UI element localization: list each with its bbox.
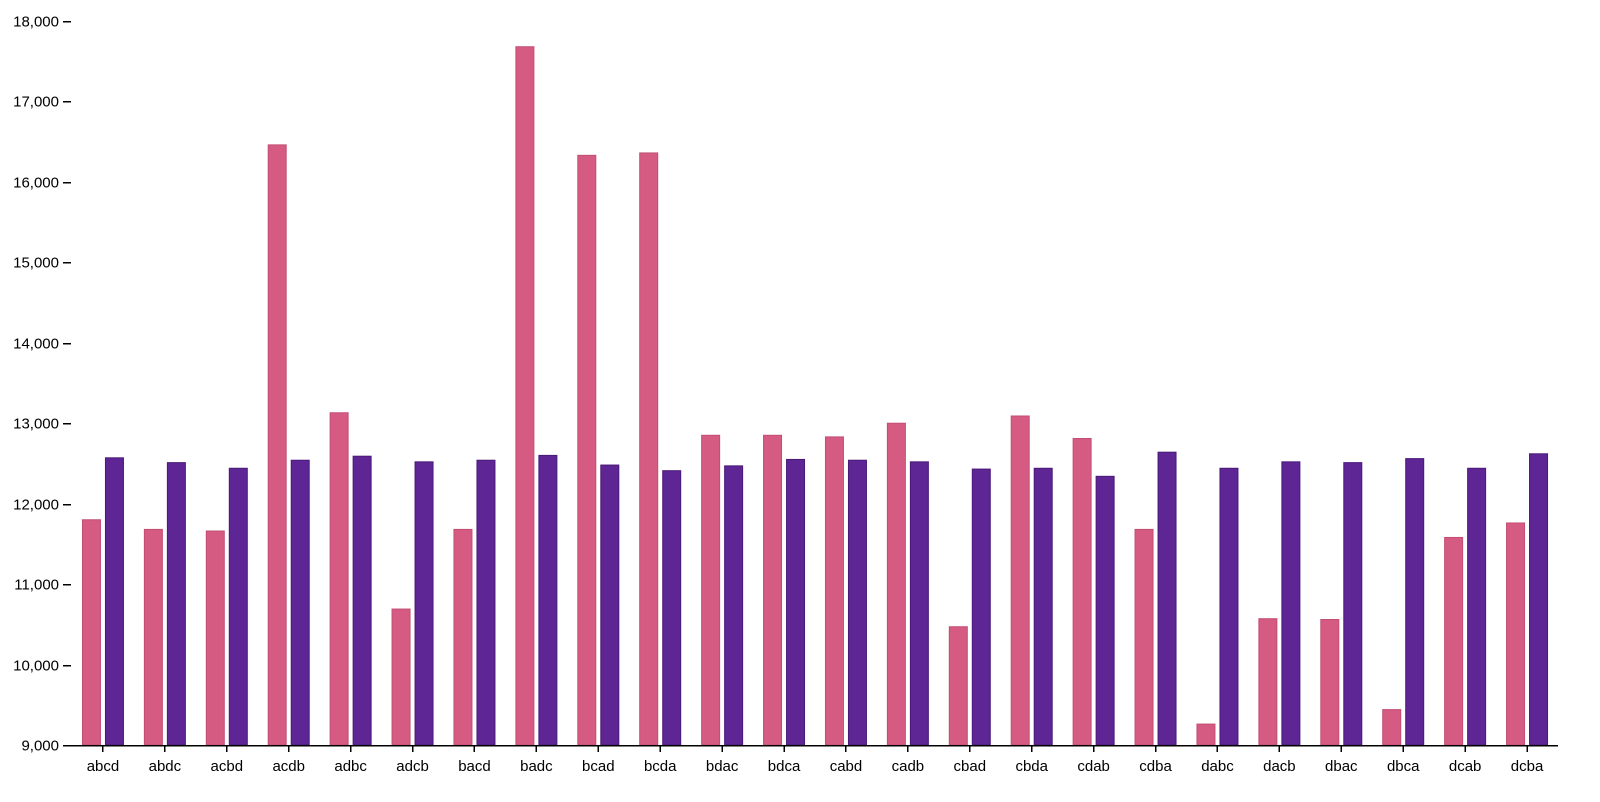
- bars-layer: [81, 46, 1549, 746]
- x-tick-label-bcda: bcda: [644, 758, 677, 775]
- bar-cabd-series-2: [847, 459, 867, 746]
- bar-dbac-series-2: [1343, 462, 1363, 746]
- bar-bdca-series-1: [763, 434, 783, 746]
- y-tick-label: 16,000: [13, 175, 59, 192]
- y-tick-label: 11,000: [14, 577, 59, 594]
- x-tick-label-abdc: abdc: [149, 758, 182, 775]
- bar-dabc-series-2: [1219, 467, 1239, 746]
- bar-bcda-series-2: [662, 470, 682, 746]
- x-tick-label-adbc: adbc: [334, 758, 367, 775]
- bar-dcba-series-2: [1529, 453, 1549, 746]
- bar-abcd-series-1: [81, 519, 101, 746]
- bar-abdc-series-1: [143, 528, 163, 746]
- bar-cabd-series-1: [824, 436, 844, 746]
- x-tick-label-cbda: cbda: [1015, 758, 1048, 775]
- x-tick-label-bdac: bdac: [706, 758, 739, 775]
- x-tick-label-badc: badc: [520, 758, 553, 775]
- x-tick-label-cadb: cadb: [892, 758, 925, 775]
- bar-cdba-series-2: [1157, 451, 1177, 746]
- y-tick-label: 13,000: [13, 416, 59, 433]
- bar-cbad-series-2: [971, 468, 991, 746]
- bar-dabc-series-1: [1196, 723, 1216, 746]
- bar-badc-series-2: [538, 454, 558, 746]
- x-tick-label-cdab: cdab: [1077, 758, 1110, 775]
- bar-bdac-series-2: [724, 465, 744, 746]
- x-tick-label-abcd: abcd: [87, 758, 120, 775]
- x-tick-label-dcba: dcba: [1511, 758, 1544, 775]
- bar-abdc-series-2: [166, 462, 186, 746]
- x-tick-label-cdba: cdba: [1139, 758, 1172, 775]
- bar-dbac-series-1: [1320, 619, 1340, 746]
- y-tick-label: 9,000: [21, 738, 59, 755]
- x-axis: abcd abdc acbd acdb adbc adcb bacd badc bcad bcda…: [63, 744, 1558, 775]
- x-tick-label-dbac: dbac: [1325, 758, 1358, 775]
- x-tick-label-bdca: bdca: [768, 758, 801, 775]
- bar-abcd-series-2: [104, 457, 124, 746]
- bar-acdb-series-1: [267, 144, 287, 746]
- bar-cdab-series-1: [1072, 438, 1092, 746]
- bar-dcab-series-1: [1444, 536, 1464, 746]
- bar-acbd-series-1: [205, 530, 225, 746]
- bar-bcda-series-1: [639, 152, 659, 746]
- x-tick-label-adcb: adcb: [396, 758, 429, 775]
- bar-cadb-series-2: [909, 461, 929, 746]
- y-tick-label: 10,000: [13, 658, 59, 675]
- bar-bdac-series-1: [701, 434, 721, 746]
- bar-dacb-series-2: [1281, 461, 1301, 746]
- x-tick-label-acbd: acbd: [211, 758, 244, 775]
- x-tick-label-dabc: dabc: [1201, 758, 1234, 775]
- y-tick-label: 18,000: [13, 14, 59, 31]
- bar-badc-series-1: [515, 46, 535, 746]
- x-tick-label-dcab: dcab: [1449, 758, 1482, 775]
- bar-acbd-series-2: [228, 467, 248, 746]
- y-axis: 9,000 10,000 11,000 12,000 13,000 14,000 15,00…: [13, 14, 71, 755]
- bar-dacb-series-1: [1258, 618, 1278, 746]
- bar-bacd-series-1: [453, 528, 473, 746]
- bar-adbc-series-1: [329, 412, 349, 746]
- bar-cbad-series-1: [948, 626, 968, 746]
- bar-adcb-series-2: [414, 461, 434, 746]
- bar-bcad-series-1: [577, 154, 597, 746]
- bar-cdba-series-1: [1134, 528, 1154, 746]
- bar-dbca-series-1: [1382, 709, 1402, 746]
- bar-dcba-series-1: [1506, 522, 1526, 746]
- bar-cdab-series-2: [1095, 475, 1115, 746]
- bar-bdca-series-2: [786, 458, 806, 746]
- y-tick-label: 12,000: [13, 497, 59, 514]
- x-tick-label-acdb: acdb: [272, 758, 305, 775]
- bar-acdb-series-2: [290, 459, 310, 746]
- bar-bcad-series-2: [600, 464, 620, 746]
- x-tick-label-dbca: dbca: [1387, 758, 1420, 775]
- y-tick-label: 15,000: [13, 255, 59, 272]
- bar-cbda-series-1: [1010, 415, 1030, 746]
- bar-adbc-series-2: [352, 455, 372, 746]
- bar-bacd-series-2: [476, 459, 496, 746]
- bar-dbca-series-2: [1405, 458, 1425, 746]
- y-tick-label: 17,000: [13, 94, 59, 111]
- x-tick-label-bacd: bacd: [458, 758, 491, 775]
- x-tick-label-dacb: dacb: [1263, 758, 1296, 775]
- x-tick-label-bcad: bcad: [582, 758, 615, 775]
- x-tick-label-cabd: cabd: [830, 758, 863, 775]
- bar-cbda-series-2: [1033, 467, 1053, 746]
- y-tick-label: 14,000: [13, 336, 59, 353]
- bar-dcab-series-2: [1467, 467, 1487, 746]
- bar-cadb-series-1: [886, 422, 906, 746]
- x-tick-label-cbad: cbad: [954, 758, 987, 775]
- bar-adcb-series-1: [391, 608, 411, 746]
